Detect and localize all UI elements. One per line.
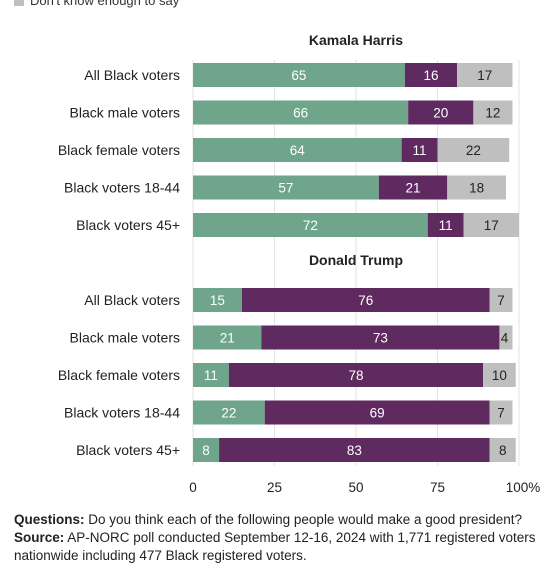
data-label-donald-trump-all-black-voters-s1: 76	[358, 293, 373, 308]
data-label-donald-trump-black-voters-45-s1: 83	[347, 443, 362, 458]
data-label-donald-trump-black-male-voters-s1: 73	[373, 331, 388, 346]
bar-segment-kamala-harris-black-voters-45-s1	[427, 213, 464, 237]
bar-segment-donald-trump-all-black-voters-s0	[193, 288, 242, 312]
data-label-donald-trump-all-black-voters-s0: 15	[210, 293, 225, 308]
data-label-donald-trump-black-female-voters-s1: 78	[348, 368, 363, 383]
bar-segment-kamala-harris-black-voters-18-44-s1	[378, 175, 448, 200]
category-label-kamala-harris-black-voters-45: Black voters 45+	[76, 217, 180, 233]
bar-segment-kamala-harris-all-black-voters-s2	[457, 63, 513, 87]
bar-segment-donald-trump-black-female-voters-s0	[193, 363, 229, 387]
data-label-kamala-harris-black-voters-18-44-s0: 57	[278, 181, 293, 196]
panel-title-donald-trump: Donald Trump	[309, 252, 403, 268]
bar-segment-donald-trump-black-voters-18-44-s1	[264, 400, 490, 425]
bar-segment-kamala-harris-black-voters-45-s2	[463, 213, 519, 237]
data-label-donald-trump-black-female-voters-s0: 11	[204, 368, 218, 383]
data-label-donald-trump-black-male-voters-s2: 4	[501, 331, 509, 346]
bar-segment-kamala-harris-black-male-voters-s1	[408, 100, 474, 125]
bar-segment-donald-trump-black-female-voters-s2	[483, 363, 516, 387]
data-label-donald-trump-black-male-voters-s0: 21	[220, 331, 235, 346]
category-label-donald-trump-all-black-voters: All Black voters	[84, 292, 180, 308]
stacked-bar-chart: Kamala Harris All Black voters 65 16 17 Black…	[58, 32, 541, 495]
bar-segment-donald-trump-black-male-voters-s2	[499, 325, 513, 350]
source-note: Source: AP-NORC poll conducted September…	[14, 529, 544, 565]
bar-segment-donald-trump-all-black-voters-s1	[241, 288, 490, 312]
bar-segment-donald-trump-black-female-voters-s1	[228, 363, 484, 387]
panel-title-kamala-harris: Kamala Harris	[309, 32, 403, 48]
data-label-kamala-harris-black-voters-45-s0: 72	[303, 218, 318, 233]
bar-segment-kamala-harris-black-voters-45-s0	[193, 213, 428, 237]
bar-segment-donald-trump-all-black-voters-s2	[489, 288, 513, 312]
data-label-donald-trump-black-voters-45-s0: 8	[202, 443, 210, 458]
bar-segment-kamala-harris-all-black-voters-s1	[404, 63, 458, 87]
data-label-kamala-harris-black-female-voters-s0: 64	[290, 143, 306, 158]
legend-label-dont-know: Don't know enough to say	[30, 0, 180, 8]
bar-segment-kamala-harris-black-female-voters-s2	[437, 138, 510, 162]
source-label: Source:	[14, 530, 65, 545]
bar-segment-donald-trump-black-voters-45-s0	[193, 438, 220, 462]
bar-segment-donald-trump-black-male-voters-s0	[193, 325, 262, 350]
data-label-kamala-harris-black-male-voters-s1: 20	[433, 106, 448, 121]
data-label-kamala-harris-black-voters-18-44-s2: 18	[469, 181, 484, 196]
data-label-donald-trump-black-voters-18-44-s2: 7	[497, 406, 505, 421]
category-label-donald-trump-black-voters-18-44: Black voters 18-44	[64, 405, 180, 421]
category-label-donald-trump-black-female-voters: Black female voters	[58, 367, 180, 383]
bar-segment-kamala-harris-black-male-voters-s0	[193, 100, 409, 125]
questions-note: Questions: Do you think each of the foll…	[14, 511, 544, 529]
category-label-kamala-harris-black-female-voters: Black female voters	[58, 142, 180, 158]
data-label-kamala-harris-black-voters-45-s2: 17	[484, 218, 499, 233]
data-label-donald-trump-black-voters-18-44-s0: 22	[221, 406, 236, 421]
bar-segment-kamala-harris-black-voters-18-44-s0	[193, 175, 379, 200]
chart-legend: Don't know enough to say	[14, 0, 179, 8]
bar-segment-donald-trump-black-voters-18-44-s2	[489, 400, 513, 425]
data-label-kamala-harris-black-voters-18-44-s1: 21	[406, 181, 421, 196]
category-label-kamala-harris-black-voters-18-44: Black voters 18-44	[64, 180, 180, 196]
data-label-kamala-harris-black-male-voters-s0: 66	[293, 106, 308, 121]
chart-footer: Questions: Do you think each of the foll…	[14, 511, 544, 565]
category-label-donald-trump-black-male-voters: Black male voters	[70, 330, 180, 346]
category-label-kamala-harris-black-male-voters: Black male voters	[70, 105, 180, 121]
data-label-kamala-harris-black-female-voters-s1: 11	[413, 143, 427, 158]
source-text: AP-NORC poll conducted September 12-16, …	[14, 530, 536, 563]
category-label-donald-trump-black-voters-45: Black voters 45+	[76, 442, 180, 458]
bar-segment-kamala-harris-black-female-voters-s1	[401, 138, 438, 162]
data-label-kamala-harris-black-voters-45-s1: 11	[439, 218, 453, 233]
bar-segment-donald-trump-black-male-voters-s1	[261, 325, 500, 350]
bar-segment-donald-trump-black-voters-45-s1	[219, 438, 490, 462]
data-label-kamala-harris-black-male-voters-s2: 12	[485, 106, 500, 121]
x-tick-label-100: 100%	[506, 480, 541, 495]
x-tick-label-0: 0	[189, 480, 197, 495]
x-tick-label-25: 25	[267, 480, 282, 495]
bar-segment-kamala-harris-black-male-voters-s2	[473, 100, 513, 125]
x-tick-label-75: 75	[430, 480, 445, 495]
questions-text: Do you think each of the following peopl…	[88, 512, 523, 527]
data-label-donald-trump-black-female-voters-s2: 10	[492, 368, 507, 383]
legend-swatch-dont-know	[14, 0, 24, 6]
bar-segment-kamala-harris-black-voters-18-44-s2	[447, 175, 506, 200]
bar-segment-donald-trump-black-voters-45-s2	[489, 438, 516, 462]
questions-label: Questions:	[14, 512, 85, 527]
bar-segment-kamala-harris-all-black-voters-s0	[193, 63, 405, 87]
data-label-kamala-harris-all-black-voters-s2: 17	[477, 68, 492, 83]
x-tick-label-50: 50	[348, 480, 363, 495]
bar-segment-kamala-harris-black-female-voters-s0	[193, 138, 402, 162]
bar-segment-donald-trump-black-voters-18-44-s0	[193, 400, 265, 425]
data-label-kamala-harris-all-black-voters-s0: 65	[291, 68, 306, 83]
data-label-kamala-harris-black-female-voters-s2: 22	[466, 143, 481, 158]
category-label-kamala-harris-all-black-voters: All Black voters	[84, 67, 180, 83]
data-label-donald-trump-black-voters-18-44-s1: 69	[370, 406, 385, 421]
data-label-donald-trump-black-voters-45-s2: 8	[499, 443, 507, 458]
data-label-donald-trump-all-black-voters-s2: 7	[497, 293, 505, 308]
data-label-kamala-harris-all-black-voters-s1: 16	[423, 68, 438, 83]
